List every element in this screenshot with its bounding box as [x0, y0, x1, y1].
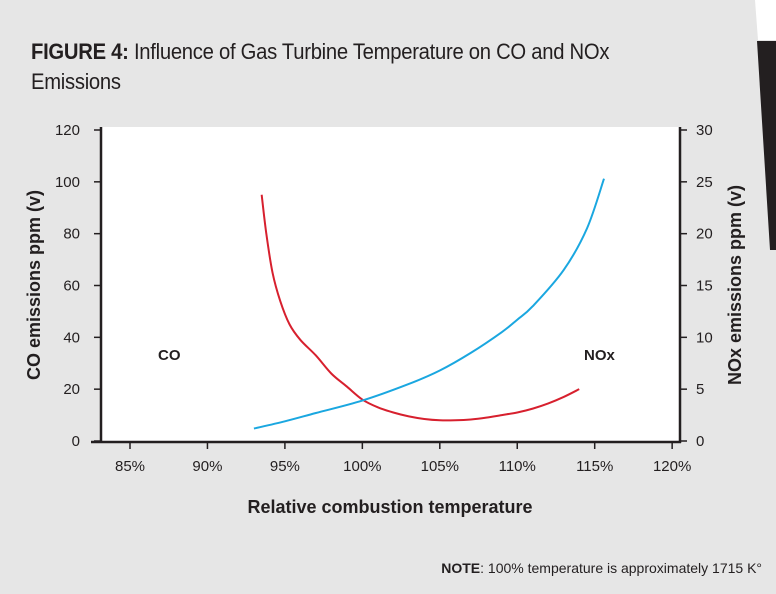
note-text: : 100% temperature is approximately 1715… — [480, 560, 762, 576]
y-axis-label: CO emissions ppm (v) — [24, 190, 44, 380]
x-tick-label: 85% — [115, 458, 145, 475]
y-tick-label: 0 — [72, 433, 80, 450]
y2-tick-label: 30 — [696, 122, 713, 139]
y-tick-label: 80 — [63, 226, 80, 243]
x-tick-label: 110% — [499, 458, 536, 475]
y2-tick-label: 25 — [696, 174, 713, 191]
co-annotation: CO — [158, 347, 181, 364]
x-tick-label: 100% — [343, 458, 381, 475]
plot-area — [101, 127, 680, 441]
figure-title-text: Influence of Gas Turbine Temperature on … — [31, 39, 610, 94]
note-label: NOTE — [441, 560, 481, 576]
x-axis-label: Relative combustion temperature — [247, 497, 532, 517]
figure-number: FIGURE 4: — [31, 39, 129, 64]
series-line-co — [260, 194, 580, 422]
y-tick-label: 20 — [63, 381, 80, 398]
y2-axis-label: NOx emissions ppm (v) — [725, 185, 745, 385]
y2-tick-label: 20 — [696, 226, 713, 243]
x-tick-label: 95% — [270, 458, 300, 475]
y-tick-label: 40 — [63, 329, 80, 346]
y-tick-label: 60 — [63, 278, 80, 295]
y2-tick-label: 10 — [696, 329, 713, 346]
x-tick-label: 115% — [576, 458, 613, 475]
x-tick-label: 90% — [192, 458, 222, 475]
nox-annotation: NOx — [584, 347, 616, 364]
note: NOTE: 100% temperature is approximately … — [441, 560, 762, 576]
y-tick-label: 120 — [55, 122, 80, 139]
series-line-nox — [253, 178, 605, 430]
x-tick-label: 105% — [421, 458, 459, 475]
y2-tick-label: 0 — [696, 433, 704, 450]
page-edge — [755, 0, 776, 40]
y2-tick-label: 15 — [696, 278, 713, 295]
y2-tick-label: 5 — [696, 381, 704, 398]
y-tick-label: 100 — [55, 174, 80, 191]
figure-title: FIGURE 4: Influence of Gas Turbine Tempe… — [31, 37, 675, 97]
decorative-wedge — [757, 41, 776, 250]
x-tick-label: 120% — [653, 458, 691, 475]
